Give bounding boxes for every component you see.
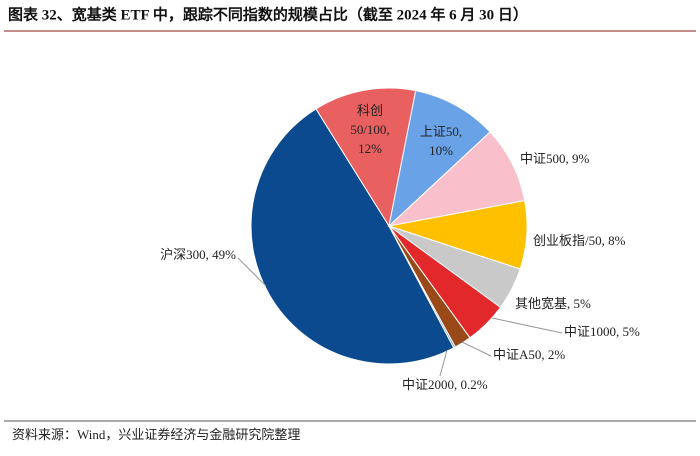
data-label: 10% [429, 143, 453, 158]
data-label: 沪深300, 49% [160, 247, 236, 262]
data-label: 上证50, [420, 124, 462, 139]
data-label: 12% [358, 141, 382, 156]
data-label: 其他宽基, 5% [515, 296, 591, 311]
data-label: 科创 [357, 103, 383, 118]
leader-line [461, 341, 492, 357]
data-label: 中证2000, 0.2% [402, 377, 488, 392]
leader-line [439, 349, 448, 377]
data-label: 50/100, [350, 122, 389, 137]
pie-slice [315, 87, 417, 228]
source: 资料来源：Wind，兴业证券经济与金融研究院整理 [12, 427, 300, 442]
pie-slice [388, 225, 456, 349]
leader-line [491, 317, 563, 334]
data-label: 创业板指/50, 8% [533, 233, 626, 248]
data-label: 中证500, 9% [520, 151, 590, 166]
data-label: 中证1000, 5% [564, 324, 640, 339]
pie-slice [250, 108, 455, 365]
data-label: 中证A50, 2% [493, 347, 565, 362]
chart-title: 图表 32、宽基类 ETF 中，跟踪不同指数的规模占比（截至 2024 年 6 … [8, 5, 528, 23]
pie-slice [388, 90, 491, 228]
leader-line [237, 257, 267, 287]
